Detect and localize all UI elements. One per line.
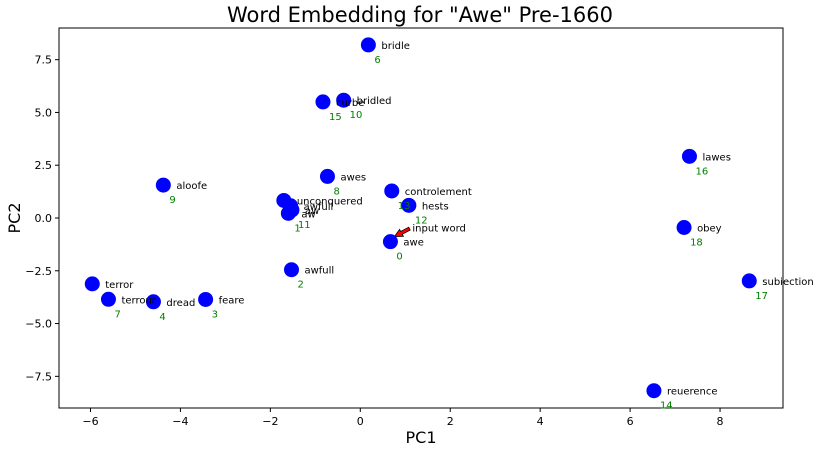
word-label: terrour: [121, 295, 156, 306]
word-label: feare: [219, 295, 245, 306]
annotation-layer: input word: [393, 224, 466, 238]
x-axis-label: PC1: [406, 428, 437, 447]
data-point-terrour: [100, 291, 116, 307]
rank-label: 16: [695, 166, 708, 177]
y-tick-label: 7.5: [35, 54, 53, 67]
rank-label: 6: [374, 55, 380, 66]
word-label: subiection: [762, 277, 813, 288]
x-axis-ticks: −6 −4 −2 0 2 4 6 8: [82, 408, 724, 428]
rank-label: 10: [350, 110, 363, 121]
y-axis-ticks: −7.5 −5.0 −2.5 0.0 2.5 5.0 7.5: [25, 54, 59, 383]
rank-label: 4: [159, 312, 165, 323]
x-tick-label: 2: [447, 415, 454, 428]
word-label: aw: [305, 206, 319, 217]
word-label: bridle: [381, 41, 410, 52]
x-tick-label: 8: [717, 415, 724, 428]
annotation-arrow: [393, 226, 411, 238]
word-label: bridled: [357, 96, 392, 107]
data-point-aw: [280, 205, 296, 221]
y-tick-label: −2.5: [25, 265, 52, 278]
annotation-label: input word: [412, 224, 465, 235]
x-tick-label: 4: [537, 415, 544, 428]
word-label: aloofe: [176, 181, 207, 192]
word-label: aw: [301, 209, 315, 220]
word-label: unconquered: [297, 196, 363, 207]
data-point-awe: [382, 234, 398, 250]
data-point-obey: [676, 220, 692, 235]
x-tick-label: 0: [357, 415, 364, 428]
rank-label: 1: [294, 223, 300, 234]
y-tick-label: 5.0: [35, 106, 53, 119]
data-point-aloofe: [155, 177, 171, 193]
word-label: awe: [403, 238, 423, 249]
rank-label: 11: [298, 220, 311, 231]
data-point-curbe: [315, 94, 331, 110]
y-axis-label: PC2: [5, 203, 24, 234]
points-layer: [84, 37, 757, 399]
labels-layer: awe0awfull2feare3dread4terrorterrour7bri…: [105, 41, 813, 412]
word-label: curbe: [336, 98, 364, 109]
rank-label: 15: [329, 112, 342, 123]
data-point-reuerence: [646, 383, 662, 399]
rank-label: 17: [755, 291, 768, 302]
chart-title: Word Embedding for "Awe" Pre-1660: [227, 3, 613, 27]
rank-label: 12: [415, 215, 428, 226]
y-tick-label: −7.5: [25, 370, 52, 383]
data-point-feare: [198, 291, 214, 307]
word-label: hests: [422, 201, 449, 212]
data-point-subiection: [741, 273, 757, 289]
data-point-hests: [401, 197, 417, 213]
x-tick-label: 6: [627, 415, 634, 428]
word-label: controlement: [405, 187, 472, 198]
word-label: obey: [697, 224, 722, 235]
data-point-awes: [319, 168, 335, 184]
data-point-lawes: [681, 148, 697, 164]
rank-label: 7: [114, 309, 120, 320]
data-point-bridled: [336, 92, 352, 108]
data-point-terror: [84, 276, 100, 292]
word-label: lawes: [702, 152, 730, 163]
rank-label: 3: [212, 309, 218, 320]
x-tick-label: −4: [172, 415, 188, 428]
data-point-bridle: [360, 37, 376, 53]
word-label: terror: [105, 280, 134, 291]
rank-label: 13: [398, 201, 411, 212]
data-point-dread: [145, 294, 161, 310]
word-label: awfull: [304, 266, 334, 277]
x-tick-label: −2: [262, 415, 278, 428]
data-point-controlement: [384, 183, 400, 199]
rank-label: 18: [690, 238, 703, 249]
y-tick-label: −5.0: [25, 318, 52, 331]
word-label: reuerence: [667, 387, 718, 398]
x-tick-label: −6: [82, 415, 98, 428]
word-label: awfull: [304, 202, 334, 213]
word-label: dread: [166, 298, 195, 309]
rank-label: 9: [169, 195, 175, 206]
data-point-awfull: [283, 262, 299, 278]
y-tick-label: 0.0: [35, 212, 53, 225]
rank-label: 14: [660, 401, 673, 412]
rank-label: 2: [297, 280, 303, 291]
rank-label: 8: [333, 186, 339, 197]
y-tick-label: 2.5: [35, 159, 53, 172]
rank-label: 0: [396, 252, 402, 263]
word-label: awes: [340, 172, 366, 183]
